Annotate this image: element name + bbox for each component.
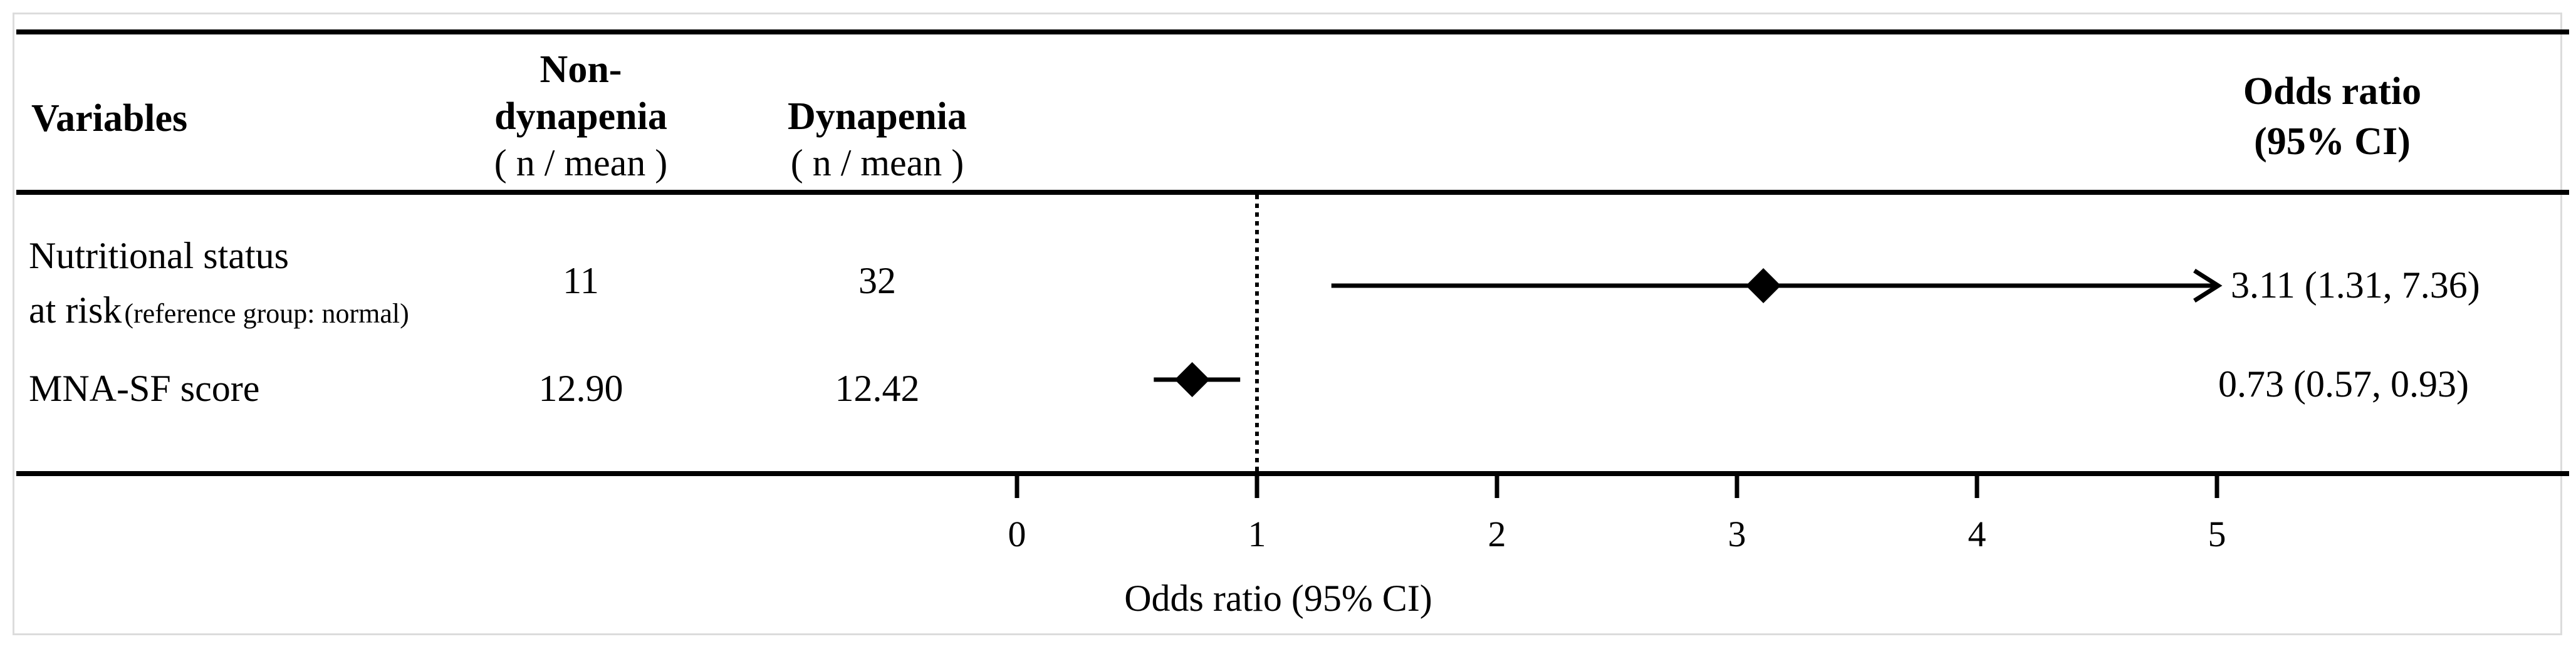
x-axis-tick-label: 2 xyxy=(1488,514,1506,554)
x-axis-tick-label: 4 xyxy=(1968,514,1986,554)
x-axis-tick-label: 3 xyxy=(1728,514,1746,554)
odds-ratio-point xyxy=(1746,268,1781,303)
row-label-continuation: at risk xyxy=(29,289,122,331)
header-odds-ratio-line1: Odds ratio xyxy=(2243,70,2422,113)
odds-ratio-point xyxy=(1174,362,1210,397)
x-axis-label: Odds ratio (95% CI) xyxy=(1124,578,1432,619)
header-variables: Variables xyxy=(31,97,188,140)
x-axis-tick-label: 0 xyxy=(1008,514,1026,554)
row-label: Nutritional status xyxy=(29,235,289,276)
row-dynapenia-value: 12.42 xyxy=(835,368,920,409)
ci-arrowhead xyxy=(2193,269,2223,303)
header-dynapenia: Dynapenia xyxy=(788,95,967,138)
row-odds-ratio-text: 0.73 (0.57, 0.93) xyxy=(2218,363,2469,405)
top-rule xyxy=(16,29,2569,34)
row-label-note: (reference group: normal) xyxy=(124,298,409,329)
row-dynapenia-value: 32 xyxy=(858,260,896,301)
row-odds-ratio-text: 3.11 (1.31, 7.36) xyxy=(2231,264,2480,306)
header-non-dynapenia-line2: dynapenia xyxy=(494,95,667,138)
row-non-dynapenia-value: 11 xyxy=(563,260,599,301)
x-axis-tick-label: 5 xyxy=(2208,514,2226,554)
row-label: MNA-SF score xyxy=(29,368,260,409)
header-rule xyxy=(16,190,2569,195)
bottom-rule xyxy=(16,471,2569,476)
header-non-dynapenia-sub: ( n / mean ) xyxy=(494,142,668,184)
x-axis-tick-label: 1 xyxy=(1248,514,1266,554)
row-label-line2: at risk (reference group: normal) xyxy=(29,291,409,329)
header-dynapenia-sub: ( n / mean ) xyxy=(790,142,964,184)
row-non-dynapenia-value: 12.90 xyxy=(538,368,623,409)
header-non-dynapenia-line1: Non- xyxy=(540,48,622,91)
header-odds-ratio-line2: (95% CI) xyxy=(2254,120,2411,163)
figure-border xyxy=(13,13,2562,635)
